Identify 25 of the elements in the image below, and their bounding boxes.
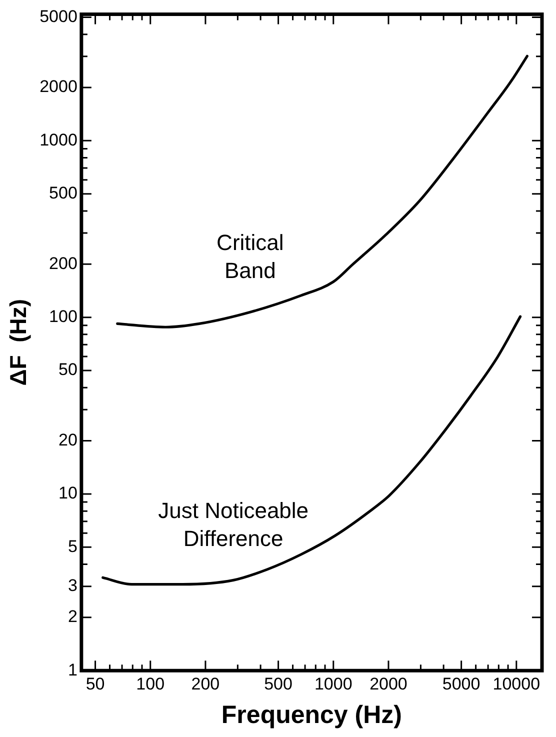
- series-label: Just Noticeable Difference: [158, 498, 309, 552]
- series-label: Critical Band: [216, 230, 284, 284]
- x-tick-label: 50: [86, 674, 105, 694]
- y-tick-label: 100: [49, 307, 78, 326]
- y-tick-label: 500: [49, 184, 78, 203]
- y-tick-label: 1000: [40, 130, 78, 150]
- y-tick-label: 20: [58, 430, 78, 450]
- x-tick-label: 5000: [442, 674, 480, 694]
- y-tick-label: 200: [49, 254, 78, 273]
- x-tick-label: 1000: [314, 674, 352, 694]
- x-tick-label: 10000: [492, 674, 540, 694]
- y-tick-label: 5: [68, 536, 78, 556]
- y-tick-label: 10: [58, 484, 78, 503]
- y-tick-label: 1: [68, 660, 78, 680]
- x-axis-title: Frequency (Hz): [221, 700, 402, 729]
- y-tick-label: 3: [68, 576, 78, 596]
- y-tick-label: 5000: [40, 6, 78, 26]
- y-tick-label: 2: [68, 607, 78, 626]
- y-tick-label: 50: [58, 360, 78, 380]
- x-tick-label: 200: [191, 674, 220, 694]
- x-tick-label: 100: [136, 674, 165, 694]
- x-tick-label: 500: [264, 674, 292, 694]
- y-tick-label: 2000: [40, 77, 78, 96]
- y-axis-title: ΔF (Hz): [5, 299, 32, 386]
- x-tick-label: 2000: [370, 674, 408, 694]
